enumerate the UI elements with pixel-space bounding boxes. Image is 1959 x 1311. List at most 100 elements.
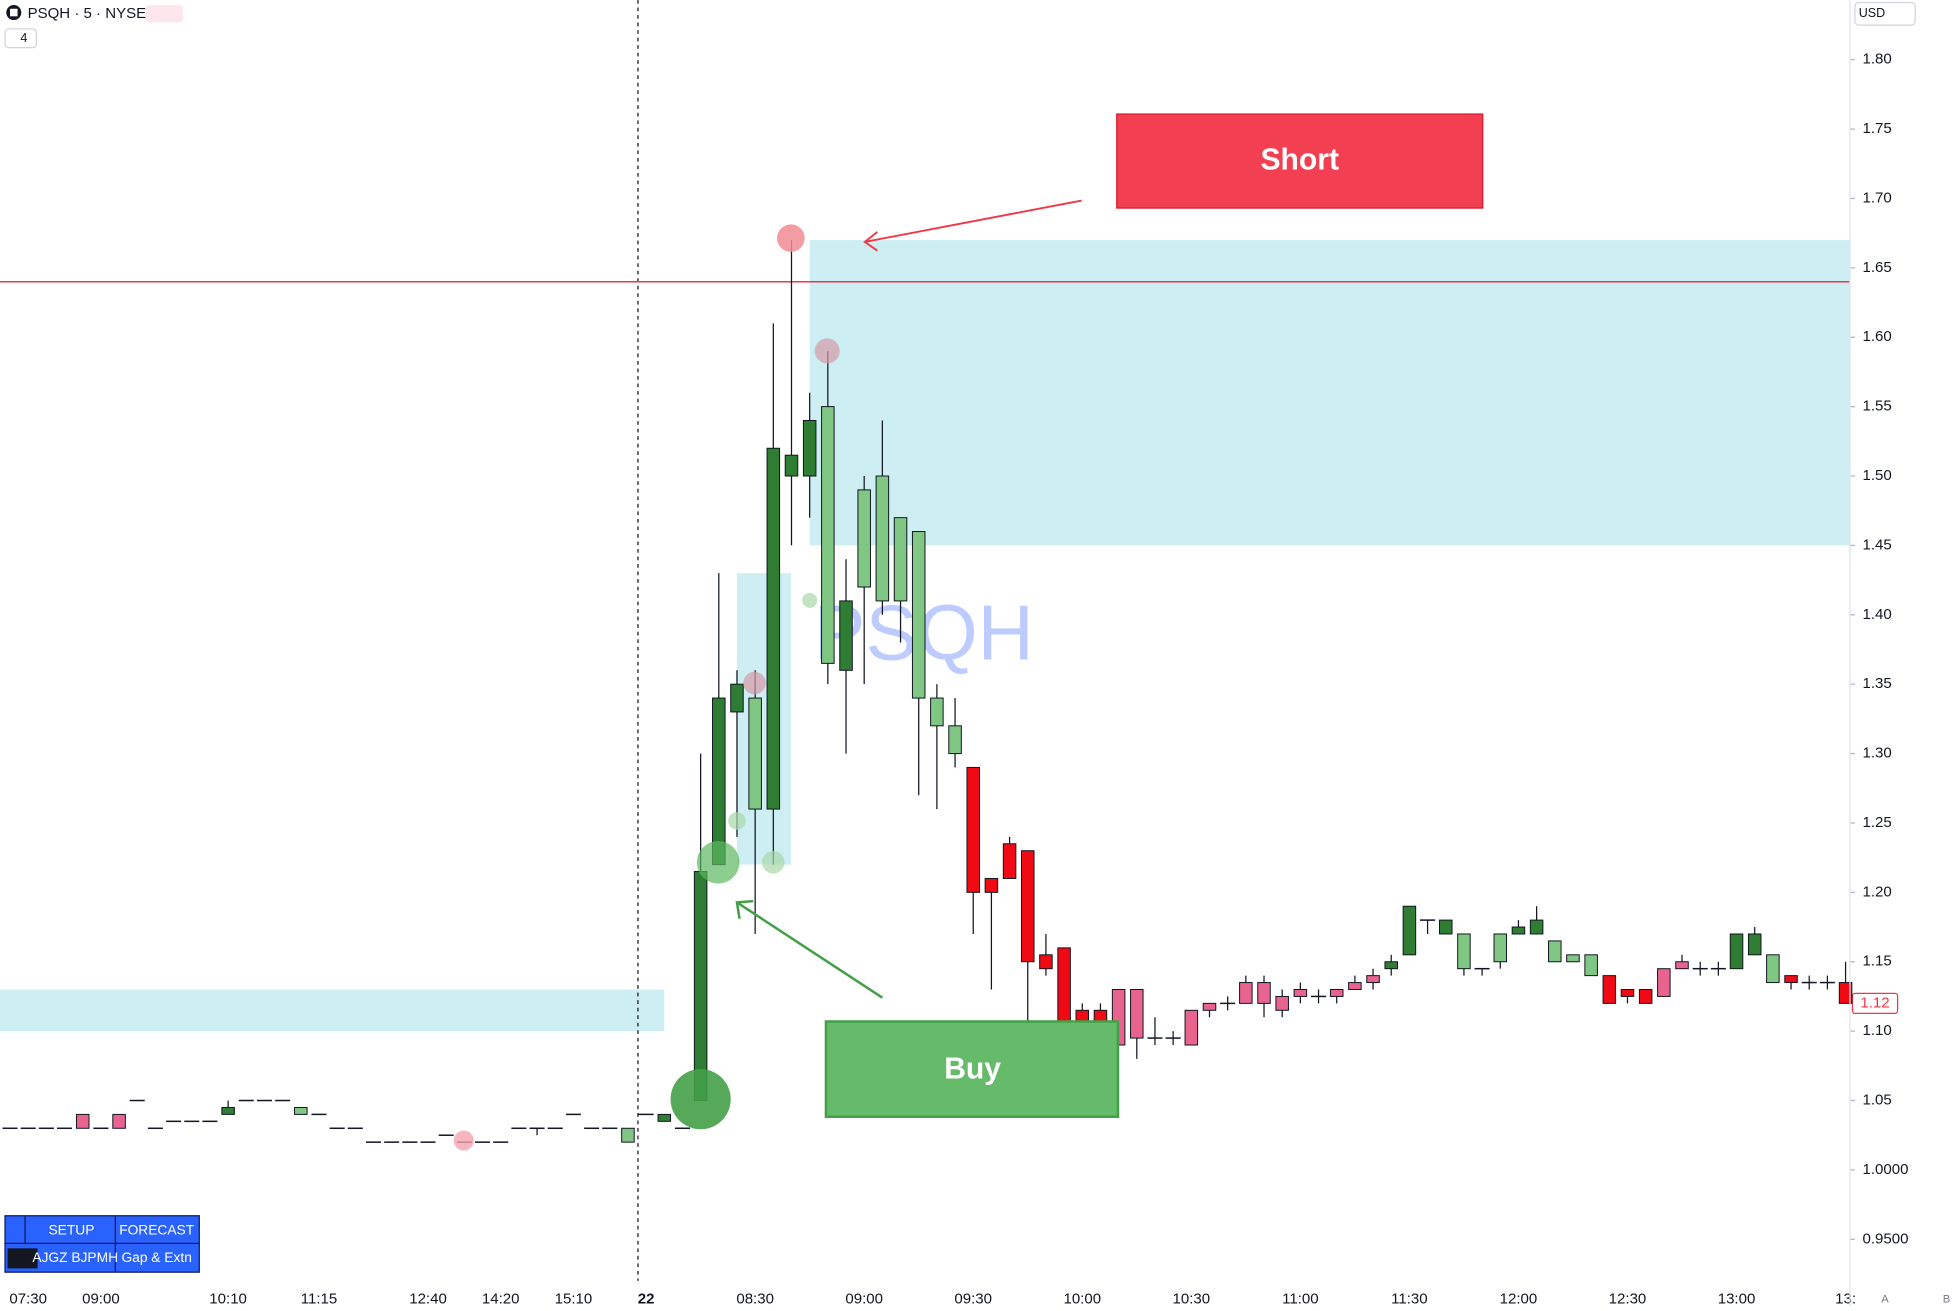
zone [809,240,1850,546]
candle-body [893,517,908,602]
candle-body [112,1113,126,1129]
y-tick-label: 1.05 [1862,1091,1891,1108]
candle-body [875,475,890,602]
candle-body [1329,988,1344,997]
candle-body [984,877,999,893]
short-box [1116,113,1484,209]
signal-markers [453,224,840,1151]
candle-body [1548,940,1562,963]
y-tick-label: 1.45 [1862,536,1891,553]
y-tick-label: 1.0000 [1862,1161,1908,1178]
candle-body [948,725,962,755]
short-arrowhead [863,231,878,252]
candle-body [75,1113,90,1129]
candle-body [1657,968,1671,997]
candle-body [1438,919,1453,935]
candle-body [1002,843,1017,879]
candle-body [1602,975,1617,1004]
candle-body [1039,954,1053,970]
table-cell: Gap & Extn [121,1250,191,1265]
short-label: Short [1260,144,1339,177]
x-tick-label: 13:00 [1718,1291,1756,1306]
currency[interactable]: USD [1859,6,1885,20]
candle-body [1020,850,1035,963]
currency-box[interactable] [1854,1,1916,26]
x-tick-label: 12:00 [1500,1291,1538,1306]
marker [696,841,740,884]
marker [453,1130,474,1151]
marker [802,592,818,608]
candle-body [1275,995,1289,1011]
y-tick-label: 0.9500 [1862,1230,1908,1247]
y-tick-label: 1.40 [1862,606,1891,623]
candle-body [1529,919,1544,935]
candle-body [1202,1002,1217,1011]
axis-button[interactable]: B [1943,1294,1951,1306]
candle-body [1584,954,1598,977]
candle-body [1348,982,1362,990]
marker [777,224,805,252]
zone [0,989,665,1032]
candle-body [1766,954,1780,984]
last-price-label: 1.12 [1860,994,1889,1011]
candle-body [930,697,944,727]
candle-body [1130,988,1144,1039]
marker [743,671,766,695]
y-tick-label: 1.55 [1862,398,1891,415]
y-tick-label: 1.65 [1862,259,1891,276]
candle-body [1384,961,1398,970]
y-tick-label: 1.35 [1862,675,1891,692]
y-tick-label: 1.20 [1862,883,1891,900]
buy-arrowhead [735,899,754,919]
candle-body [784,454,799,477]
x-tick-label: 10:30 [1173,1291,1211,1306]
axis-button[interactable]: A [1881,1294,1889,1306]
candle-body [294,1106,308,1115]
candle-body [657,1113,672,1122]
candle-body [1747,933,1762,956]
y-tick-label: 1.30 [1862,745,1891,762]
candle-body [693,871,708,1102]
marker [814,338,840,364]
x-tick-label: 13: [1835,1291,1856,1306]
y-tick-label: 1.15 [1862,953,1891,970]
candle-body [1457,933,1471,970]
candle-body [1729,933,1744,970]
buy-box [824,1020,1120,1118]
zones [0,240,1850,1032]
candle-body [821,406,835,664]
table-header: SETUP [48,1222,94,1237]
candle-body [221,1106,235,1115]
candle-body [1566,954,1580,963]
candle-body [1784,975,1798,984]
x-tick-label: 09:00 [845,1291,883,1306]
status-badges [145,5,183,23]
candle-body [1638,988,1653,1004]
candle-body [1493,933,1508,963]
buy-label: Buy [944,1052,1001,1085]
candle-body [1257,982,1271,1004]
marker [670,1069,731,1130]
last-price-box [1851,992,1899,1015]
candle-body [730,683,744,713]
candle-body [802,419,817,477]
candle-body [1184,1009,1199,1046]
candle-body [857,489,871,588]
candle-body [1620,988,1635,997]
candle-body [1402,905,1417,956]
x-tick-label: 10:00 [1063,1291,1101,1306]
candle-body [1239,982,1253,1004]
candle-body [1366,975,1380,984]
x-tick-label: 12:30 [1609,1291,1647,1306]
candle-body [621,1127,635,1143]
y-tick-label: 1.50 [1862,467,1891,484]
candle-body [966,766,981,893]
candle-body [766,447,781,810]
x-tick-label: 12:40 [409,1291,447,1306]
x-tick-label: 09:00 [82,1291,120,1306]
y-tick-label: 1.25 [1862,814,1891,831]
candle-body [1675,961,1689,970]
x-tick-label: 09:30 [954,1291,992,1306]
